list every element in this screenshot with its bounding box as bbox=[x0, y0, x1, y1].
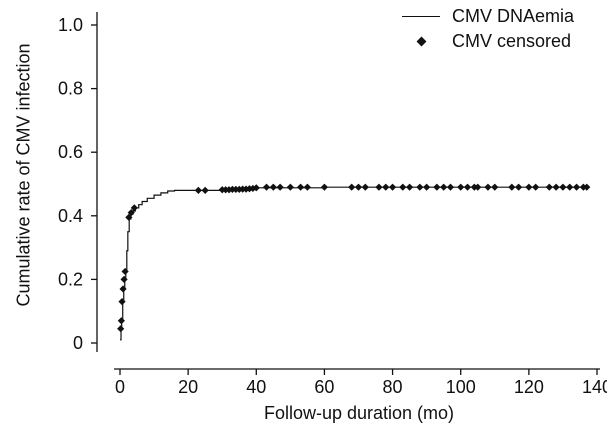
x-tick-label: 20 bbox=[178, 377, 198, 397]
censored-marker bbox=[566, 183, 574, 191]
legend-label: CMV DNAemia bbox=[452, 6, 575, 26]
y-tick-label: 0 bbox=[73, 333, 83, 353]
series-cmv-dnaemia bbox=[120, 186, 587, 341]
x-tick-label: 80 bbox=[383, 377, 403, 397]
censored-marker bbox=[433, 183, 441, 191]
series-line-cmv-dnaemia bbox=[120, 186, 587, 341]
censored-marker bbox=[440, 183, 448, 191]
censored-marker bbox=[354, 183, 363, 191]
censored-marker bbox=[406, 183, 414, 191]
censored-marker bbox=[252, 184, 260, 192]
censored-marker bbox=[423, 183, 431, 191]
censored-marker bbox=[361, 183, 369, 191]
censored-marker bbox=[399, 183, 407, 191]
y-tick-label: 0.8 bbox=[58, 79, 83, 99]
x-tick-label: 40 bbox=[246, 377, 266, 397]
x-tick-label: 140 bbox=[582, 377, 607, 397]
legend: CMV DNAemia CMV censored bbox=[398, 4, 574, 54]
legend-item-cmv-dnaemia: CMV DNAemia bbox=[398, 4, 574, 29]
censored-marker bbox=[194, 186, 202, 194]
censored-marker bbox=[474, 183, 482, 191]
censored-marker bbox=[117, 317, 125, 325]
censored-marker bbox=[491, 183, 499, 191]
x-tick-label: 60 bbox=[314, 377, 334, 397]
x-tick-label: 100 bbox=[446, 377, 476, 397]
series-cmv-censored bbox=[117, 183, 591, 333]
censored-marker bbox=[416, 183, 424, 191]
censored-marker bbox=[320, 183, 329, 191]
axes: 0 0.2 0.4 0.6 0.8 1.0 0 20 40 60 80 100 120 140 bbox=[58, 12, 607, 397]
censored-marker bbox=[119, 285, 127, 293]
censored-marker bbox=[375, 183, 383, 191]
censored-marker bbox=[130, 204, 138, 212]
legend-diamond-swatch bbox=[398, 32, 444, 52]
y-tick-label: 0.6 bbox=[58, 142, 83, 162]
legend-item-cmv-censored: CMV censored bbox=[398, 29, 574, 54]
censored-marker bbox=[545, 183, 553, 191]
y-tick-label: 1.0 bbox=[58, 15, 83, 35]
censored-marker bbox=[382, 183, 390, 191]
censored-marker bbox=[457, 183, 465, 191]
y-tick-label: 0.2 bbox=[58, 269, 83, 289]
censored-marker bbox=[463, 183, 472, 191]
censored-marker bbox=[296, 183, 305, 191]
legend-line-swatch bbox=[398, 7, 444, 27]
censored-marker bbox=[583, 183, 591, 191]
censored-marker bbox=[532, 183, 540, 191]
x-axis-label: Follow-up duration (mo) bbox=[263, 403, 455, 423]
censored-marker bbox=[484, 183, 492, 191]
censored-marker bbox=[552, 183, 560, 191]
censored-marker bbox=[515, 183, 523, 191]
censored-marker bbox=[269, 183, 277, 191]
censored-marker bbox=[525, 183, 533, 191]
censored-marker bbox=[201, 186, 209, 194]
censored-marker bbox=[262, 183, 271, 191]
censored-marker bbox=[559, 183, 567, 191]
x-tick-label: 120 bbox=[514, 377, 544, 397]
y-tick-label: 0.4 bbox=[58, 206, 83, 226]
y-axis-label-container: Cumulative rate of CMV infection bbox=[12, 0, 36, 432]
censored-marker bbox=[388, 183, 397, 191]
legend-label: CMV censored bbox=[452, 31, 572, 51]
y-axis-label: Cumulative rate of CMV infection bbox=[13, 43, 34, 307]
censored-marker bbox=[286, 183, 294, 191]
censored-marker bbox=[120, 275, 128, 283]
censored-marker bbox=[121, 267, 129, 276]
censored-marker bbox=[127, 209, 135, 217]
censored-marker bbox=[303, 183, 311, 191]
censored-marker bbox=[572, 183, 581, 191]
censored-marker bbox=[508, 183, 516, 191]
censored-marker bbox=[348, 183, 356, 191]
censored-marker bbox=[276, 183, 284, 191]
censored-marker bbox=[117, 325, 125, 333]
x-tick-label: 0 bbox=[115, 377, 125, 397]
censored-marker bbox=[118, 298, 126, 306]
censored-marker bbox=[446, 183, 455, 191]
